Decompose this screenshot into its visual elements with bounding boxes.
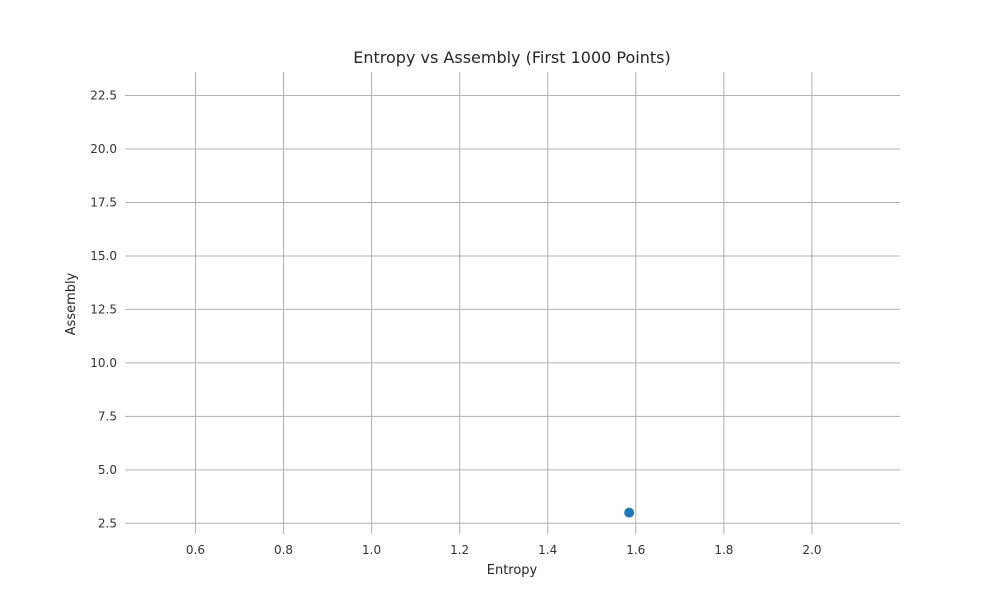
y-tick-label: 20.0 [90,142,117,156]
y-tick-label: 10.0 [90,356,117,370]
x-tick-label: 1.6 [626,543,645,557]
grid-layer [125,72,900,534]
scatter-point [624,507,635,518]
y-tick-label: 15.0 [90,249,117,263]
x-tick-labels: 0.6 0.8 1.0 1.2 1.4 1.6 1.8 2.0 [186,543,822,557]
y-axis-label: Assembly [64,272,79,335]
y-tick-label: 12.5 [90,302,117,316]
y-tick-label: 17.5 [90,195,117,209]
y-tick-label: 7.5 [98,409,117,423]
x-tick-label: 1.0 [362,543,381,557]
data-points [624,507,635,518]
x-tick-label: 1.8 [714,543,733,557]
y-tick-labels: 2.5 5.0 7.5 10.0 12.5 15.0 17.5 20.0 22.5 [90,89,117,531]
x-tick-label: 2.0 [802,543,821,557]
x-tick-label: 1.4 [538,543,557,557]
y-tick-label: 5.0 [98,463,117,477]
x-tick-label: 1.2 [450,543,469,557]
x-tick-label: 0.8 [274,543,293,557]
y-tick-label: 22.5 [90,89,117,103]
x-tick-label: 0.6 [186,543,205,557]
x-axis-label: Entropy [487,563,538,578]
y-tick-label: 2.5 [98,516,117,530]
chart-title: Entropy vs Assembly (First 1000 Points) [353,48,670,67]
